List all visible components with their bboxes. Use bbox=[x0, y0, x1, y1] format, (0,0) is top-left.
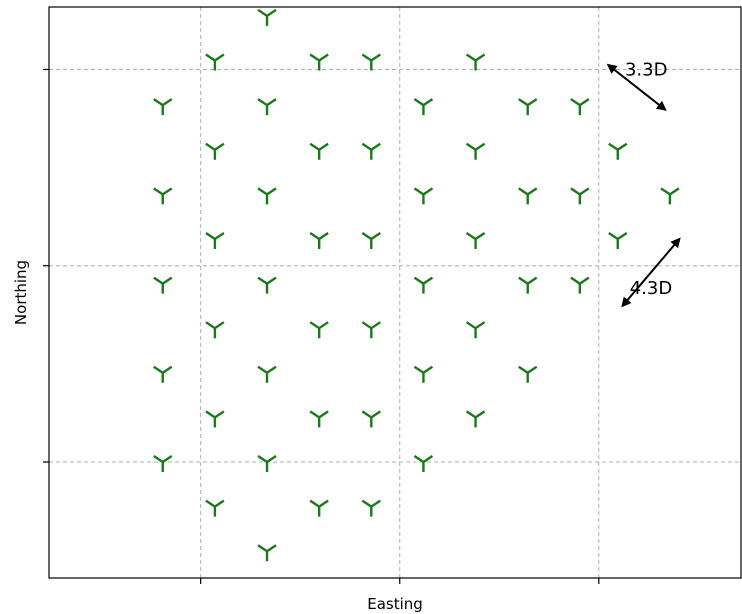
turbine-marker bbox=[205, 142, 225, 160]
turbine-marker bbox=[465, 410, 486, 428]
plot-frame bbox=[48, 6, 742, 579]
turbine-marker bbox=[608, 142, 628, 160]
turbine-marker bbox=[413, 365, 434, 383]
turbine-marker bbox=[518, 98, 538, 116]
turbine-marker bbox=[153, 98, 173, 116]
turbine-marker bbox=[361, 231, 381, 249]
turbine-marker bbox=[257, 8, 277, 26]
turbine-marker bbox=[518, 187, 538, 205]
turbine-marker bbox=[309, 321, 329, 339]
axis-ticks bbox=[43, 68, 600, 584]
spacing-arrow bbox=[621, 237, 681, 308]
turbine-marker bbox=[153, 276, 173, 294]
turbine-marker bbox=[361, 53, 381, 71]
turbine-marker bbox=[361, 321, 381, 339]
spacing-arrow bbox=[606, 63, 667, 111]
turbine-marker bbox=[518, 276, 538, 294]
turbine-marker bbox=[309, 53, 329, 71]
turbine-marker bbox=[257, 544, 277, 562]
turbine-marker bbox=[205, 499, 225, 517]
turbine-marker bbox=[465, 231, 486, 249]
x-axis-label: Easting bbox=[367, 595, 423, 613]
turbine-marker bbox=[361, 142, 381, 160]
spacing-label: 4.3D bbox=[630, 278, 673, 299]
turbine-marker bbox=[257, 187, 277, 205]
turbine-marker bbox=[361, 410, 381, 428]
turbine-marker bbox=[518, 365, 538, 383]
turbine-marker bbox=[413, 276, 434, 294]
turbine-marker bbox=[205, 410, 225, 428]
turbine-marker bbox=[660, 187, 680, 205]
turbine-marker bbox=[153, 455, 173, 473]
turbine-marker bbox=[465, 321, 486, 339]
turbine-marker bbox=[413, 455, 434, 473]
turbine-markers bbox=[153, 8, 680, 562]
turbine-marker bbox=[153, 365, 173, 383]
turbine-marker bbox=[465, 142, 486, 160]
spacing-annotations: 3.3D 4.3D bbox=[606, 59, 681, 308]
turbine-marker bbox=[153, 187, 173, 205]
turbine-marker bbox=[608, 231, 628, 249]
turbine-marker bbox=[309, 231, 329, 249]
turbine-marker bbox=[361, 499, 381, 517]
y-axis-label: Northing bbox=[12, 260, 30, 325]
turbine-marker bbox=[465, 53, 486, 71]
spacing-label: 3.3D bbox=[625, 59, 668, 80]
turbine-marker bbox=[257, 98, 277, 116]
turbine-marker bbox=[413, 98, 434, 116]
turbine-marker bbox=[205, 53, 225, 71]
turbine-marker bbox=[309, 410, 329, 428]
turbine-marker bbox=[257, 276, 277, 294]
turbine-marker bbox=[570, 187, 590, 205]
turbine-marker bbox=[570, 98, 590, 116]
turbine-marker bbox=[257, 455, 277, 473]
turbine-marker bbox=[205, 321, 225, 339]
turbine-marker bbox=[205, 231, 225, 249]
turbine-marker bbox=[309, 142, 329, 160]
turbine-marker bbox=[413, 187, 434, 205]
turbine-marker bbox=[257, 365, 277, 383]
turbine-marker bbox=[309, 499, 329, 517]
turbine-marker bbox=[570, 276, 590, 294]
